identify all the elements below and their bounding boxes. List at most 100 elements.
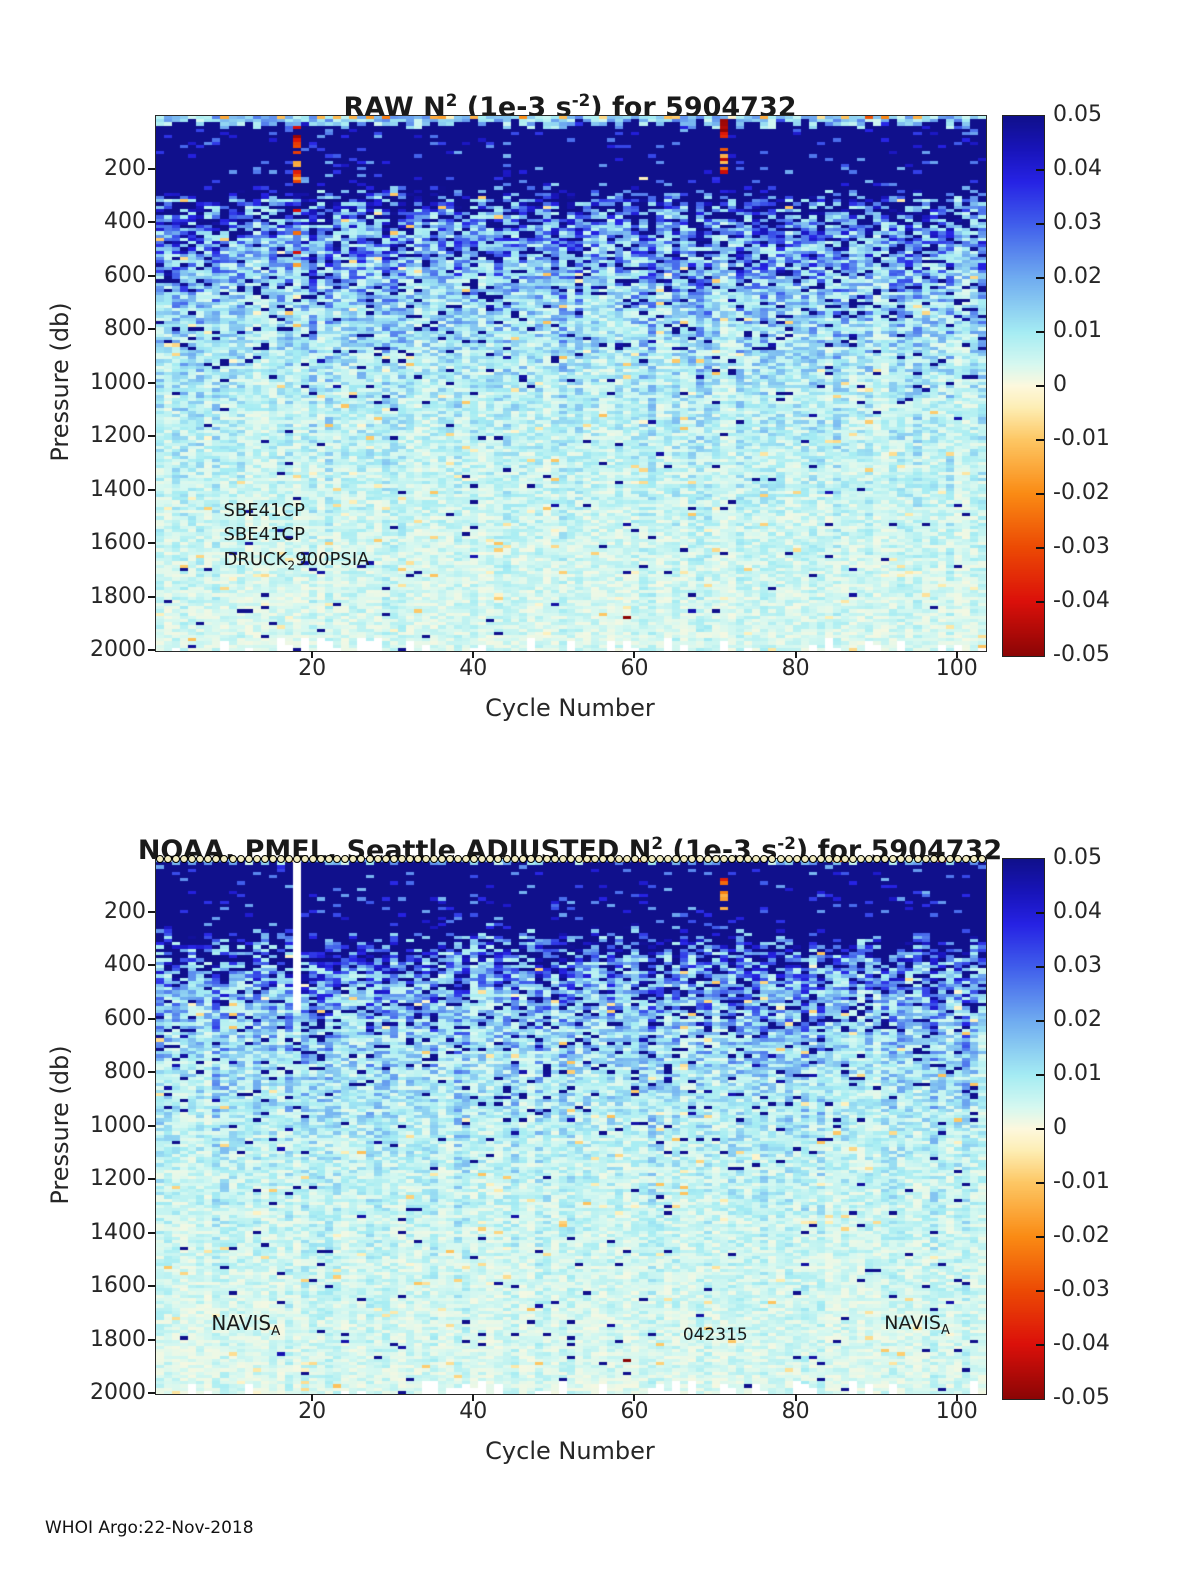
cycle-marker (365, 855, 374, 863)
adjusted-x-axis-label: Cycle Number (485, 1437, 655, 1465)
y-tick-mark (148, 1285, 155, 1287)
cycle-marker (784, 855, 793, 863)
colorbar-tick-label: 0.01 (1053, 318, 1102, 343)
cycle-marker (913, 855, 922, 863)
colorbar-tick-mark (1036, 1344, 1044, 1346)
cycle-marker (760, 855, 769, 863)
y-tick-mark (148, 1017, 155, 1020)
colorbar-tick-label: -0.01 (1053, 1169, 1110, 1194)
cycle-marker (357, 855, 366, 863)
cycle-marker (897, 855, 906, 863)
y-tick-label: 2000 (90, 637, 146, 662)
x-tick-mark (633, 651, 636, 658)
cycle-marker (284, 855, 293, 863)
cycle-marker (736, 855, 745, 863)
text-segment: 2 (651, 833, 663, 854)
cycle-marker (413, 855, 422, 863)
cycle-marker (607, 855, 616, 863)
colorbar-tick-label: 0.04 (1053, 156, 1102, 181)
text-segment: DRUCK (223, 548, 288, 570)
x-tick-label: 60 (620, 656, 649, 681)
colorbar-tick-label: -0.02 (1053, 1223, 1110, 1248)
colorbar-tick-mark (1036, 439, 1044, 441)
colorbar-tick-label: 0 (1053, 1115, 1067, 1140)
cycle-marker (454, 855, 463, 863)
raw-x-axis-label: Cycle Number (485, 694, 655, 722)
text-segment: A (940, 1322, 950, 1338)
colorbar-tick-mark (1036, 1182, 1044, 1184)
cycle-marker (236, 855, 245, 863)
y-tick-label: 1400 (90, 1219, 146, 1245)
cycle-marker (840, 855, 849, 863)
cycle-marker (510, 855, 519, 863)
colorbar-tick-label: 0.05 (1053, 102, 1102, 127)
cycle-marker (816, 855, 825, 863)
y-tick-mark (148, 1178, 155, 1180)
y-tick-label: 1200 (90, 1166, 146, 1191)
sensor-annotation: DRUCK2900PSIA (223, 549, 369, 573)
text-segment: -2 (777, 833, 796, 854)
cycle-marker (929, 855, 938, 863)
cycle-marker (542, 855, 551, 863)
cycle-marker (478, 855, 487, 863)
text-segment: 042315 (682, 1325, 748, 1346)
text-segment: SBE41CP (223, 500, 305, 522)
cycle-marker (873, 855, 882, 863)
colorbar-tick-mark (1036, 966, 1044, 968)
sensor-annotation: SBE41CP (223, 500, 304, 521)
cycle-marker (164, 855, 173, 863)
x-tick-label: 80 (781, 1399, 810, 1424)
float-annotation: NAVISA (884, 1312, 950, 1338)
y-tick-label: 1800 (90, 583, 146, 609)
cycle-marker (494, 855, 503, 863)
cycle-marker (438, 855, 447, 863)
colorbar-tick-mark (1036, 385, 1044, 387)
cycle-marker (526, 855, 535, 863)
cycle-marker (301, 855, 310, 863)
cycle-marker (687, 855, 696, 863)
colorbar-tick-label: 0.02 (1053, 264, 1102, 289)
y-tick-label: 1000 (90, 1112, 146, 1138)
cycle-marker (768, 855, 777, 863)
text-segment: 2 (445, 90, 458, 111)
cycle-marker (518, 855, 527, 863)
cycle-marker (341, 855, 350, 863)
cycle-marker (881, 855, 890, 863)
colorbar-tick-mark (1036, 277, 1044, 279)
y-tick-label: 1000 (90, 369, 146, 395)
sensor-annotation: SBE41CP (223, 524, 304, 545)
cycle-marker (421, 855, 430, 863)
cycle-marker (381, 855, 390, 863)
colorbar-tick-label: 0.03 (1053, 210, 1102, 235)
y-tick-mark (148, 910, 155, 913)
x-tick-label: 40 (459, 1399, 488, 1424)
cycle-marker (583, 855, 592, 863)
y-tick-mark (148, 221, 155, 223)
colorbar-tick-mark (1036, 912, 1044, 914)
y-tick-label: 1600 (90, 1273, 146, 1298)
colorbar-tick-label: -0.03 (1053, 1277, 1110, 1302)
text-segment: SBE41CP (223, 523, 305, 545)
cycle-marker (945, 855, 954, 863)
x-tick-mark (472, 651, 475, 658)
cycle-marker (961, 855, 970, 863)
cycle-marker (921, 855, 930, 863)
cycle-marker (534, 855, 543, 863)
cycle-marker (639, 855, 648, 863)
cycle-marker (599, 855, 608, 863)
cycle-marker (325, 855, 334, 863)
x-tick-label: 40 (459, 656, 488, 681)
x-tick-label: 100 (935, 1399, 978, 1424)
text-segment: 2 (287, 558, 296, 573)
cycle-marker (462, 855, 471, 863)
cycle-marker (808, 855, 817, 863)
y-tick-label: 400 (104, 952, 146, 977)
text-segment: -2 (571, 90, 591, 111)
adjusted-heatmap-plot-area (155, 855, 987, 1395)
cycle-marker (260, 855, 269, 863)
cycle-marker (800, 855, 809, 863)
cycle-marker (591, 855, 600, 863)
cycle-marker (309, 855, 318, 863)
x-tick-mark (955, 1394, 958, 1401)
colorbar-tick-label: 0.01 (1053, 1061, 1102, 1086)
